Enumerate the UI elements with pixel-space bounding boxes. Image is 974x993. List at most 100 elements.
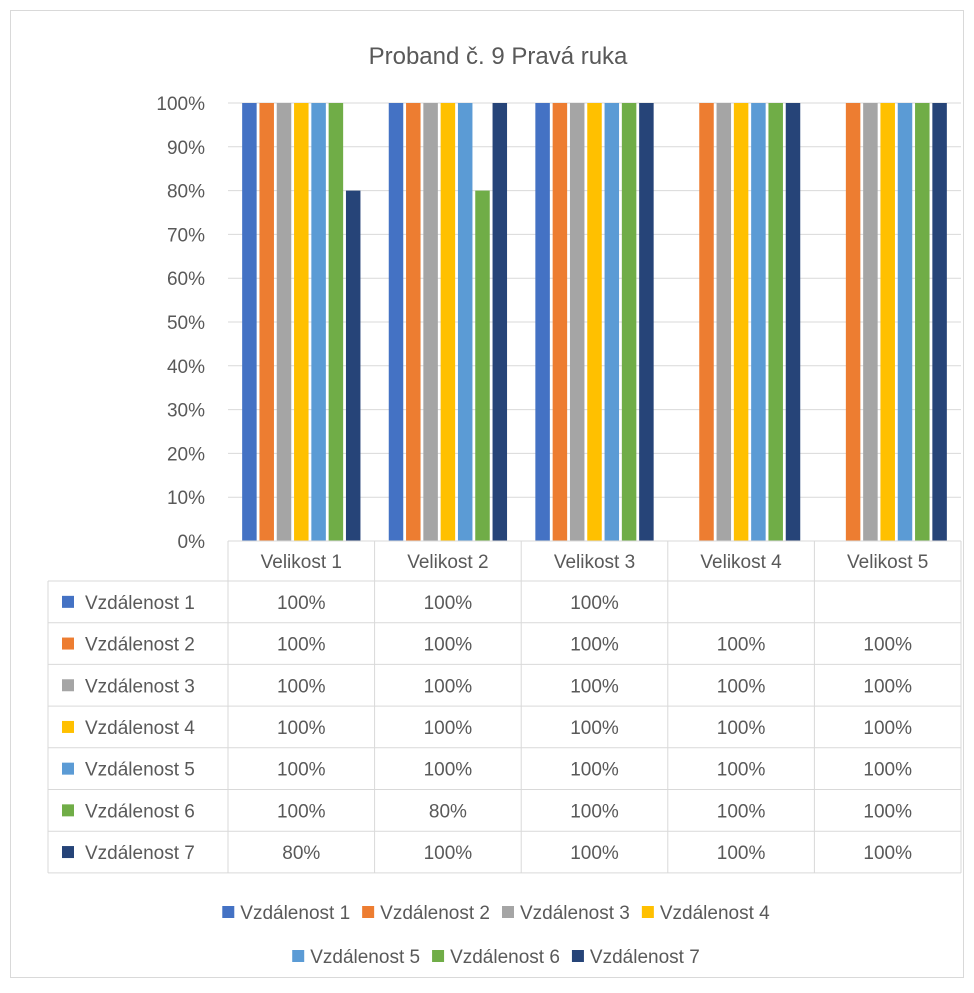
bar [915,103,930,541]
data-label: 80% [282,843,320,864]
legend-label: Vzdálenost 3 [520,903,630,924]
bar [897,103,913,541]
bar [716,103,732,541]
legend-label: Vzdálenost 6 [450,947,560,968]
data-label: 80% [429,801,467,822]
x-tick-label: Velikost 4 [700,552,782,573]
data-label: 100% [570,801,619,822]
bar [845,103,861,541]
table-series-name: Vzdálenost 7 [85,843,195,864]
legend-item: Vzdálenost 1 [222,903,350,924]
y-axis: 0% 10% 20% 30% 40% 50% 60% 70% 80% 90% 100% [156,94,205,553]
legend-key [502,906,514,918]
legend-label: Vzdálenost 7 [590,947,700,968]
legend-key [222,906,235,918]
legend-item: Vzdálenost 6 [432,947,560,968]
bar [733,103,749,541]
bar [492,103,508,541]
legend-key [362,906,375,918]
legend-key [571,950,584,962]
x-tick-label: Velikost 3 [554,552,635,573]
data-label: 100% [717,635,766,656]
data-label: 100% [863,676,912,697]
bar [440,103,456,541]
y-tick-label: 60% [167,269,205,290]
legend-item: Vzdálenost 4 [641,903,770,924]
bar [699,103,714,541]
data-label: 100% [570,760,619,781]
table-series-name: Vzdálenost 4 [85,718,195,739]
y-tick-label: 30% [167,401,205,422]
table-legend-key [62,679,74,692]
legend-row: Vzdálenost 5 Vzdálenost 6 Vzdálenost 7 [292,947,700,968]
bar [475,190,490,541]
data-table: Velikost 1 Velikost 2 Velikost 3 Velikost 4… [47,540,962,874]
legend-item: Vzdálenost 5 [292,947,420,968]
bar [621,103,637,541]
bar [423,103,438,541]
chart-title: Proband č. 9 Pravá ruka [369,43,628,70]
data-label: 100% [717,801,766,822]
data-label: 100% [277,801,326,822]
legend-label: Vzdálenost 1 [240,903,350,924]
table-legend-key [62,595,74,608]
data-label: 100% [863,801,912,822]
y-tick-label: 20% [167,444,205,465]
table-series-name: Vzdálenost 1 [85,593,195,614]
bar [785,103,801,541]
y-tick-label: 70% [167,225,205,246]
bar [276,103,292,541]
bar [604,103,620,541]
table-legend-key [62,762,74,775]
y-tick-label: 90% [167,138,205,159]
bar [535,103,550,541]
data-label: 100% [570,593,619,614]
table-legend-key [62,720,74,733]
legend-label: Vzdálenost 5 [310,947,420,968]
bars [242,103,947,541]
bar [880,103,895,541]
legend: Vzdálenost 1 Vzdálenost 2 Vzdálenost 3 Vzdá… [222,903,770,968]
data-label: 100% [277,593,326,614]
table-legend-key [62,846,74,859]
y-tick-label: 100% [156,94,205,115]
data-label: 100% [277,760,326,781]
data-label: 100% [570,843,619,864]
table-legend-key [62,637,74,650]
data-label: 100% [863,635,912,656]
data-label: 100% [570,635,619,656]
data-label: 100% [277,635,326,656]
data-label: 100% [863,718,912,739]
data-label: 100% [424,593,473,614]
bar [242,103,257,541]
data-label: 100% [717,676,766,697]
data-label: 100% [277,718,326,739]
table-series-name: Vzdálenost 6 [85,801,195,822]
data-label: 100% [570,718,619,739]
data-label: 100% [717,843,766,864]
data-label: 100% [277,676,326,697]
legend-label: Vzdálenost 2 [380,903,490,924]
legend-item: Vzdálenost 2 [362,903,490,924]
y-tick-label: 50% [167,313,205,334]
bar [406,103,421,541]
legend-key [641,906,654,918]
data-label: 100% [863,760,912,781]
x-tick-label: Velikost 5 [847,552,928,573]
y-tick-label: 80% [167,182,205,203]
bar [587,103,602,541]
table-series-name: Vzdálenost 5 [85,760,195,781]
bar [932,103,947,541]
bar [768,103,783,541]
y-tick-label: 0% [178,532,206,553]
bar [328,103,344,541]
data-label: 100% [717,760,766,781]
legend-label: Vzdálenost 4 [660,903,770,924]
data-label: 100% [863,843,912,864]
table-series-name: Vzdálenost 3 [85,676,195,697]
data-label: 100% [570,676,619,697]
legend-item: Vzdálenost 7 [571,947,700,968]
bar [345,190,361,541]
data-label: 100% [424,843,473,864]
